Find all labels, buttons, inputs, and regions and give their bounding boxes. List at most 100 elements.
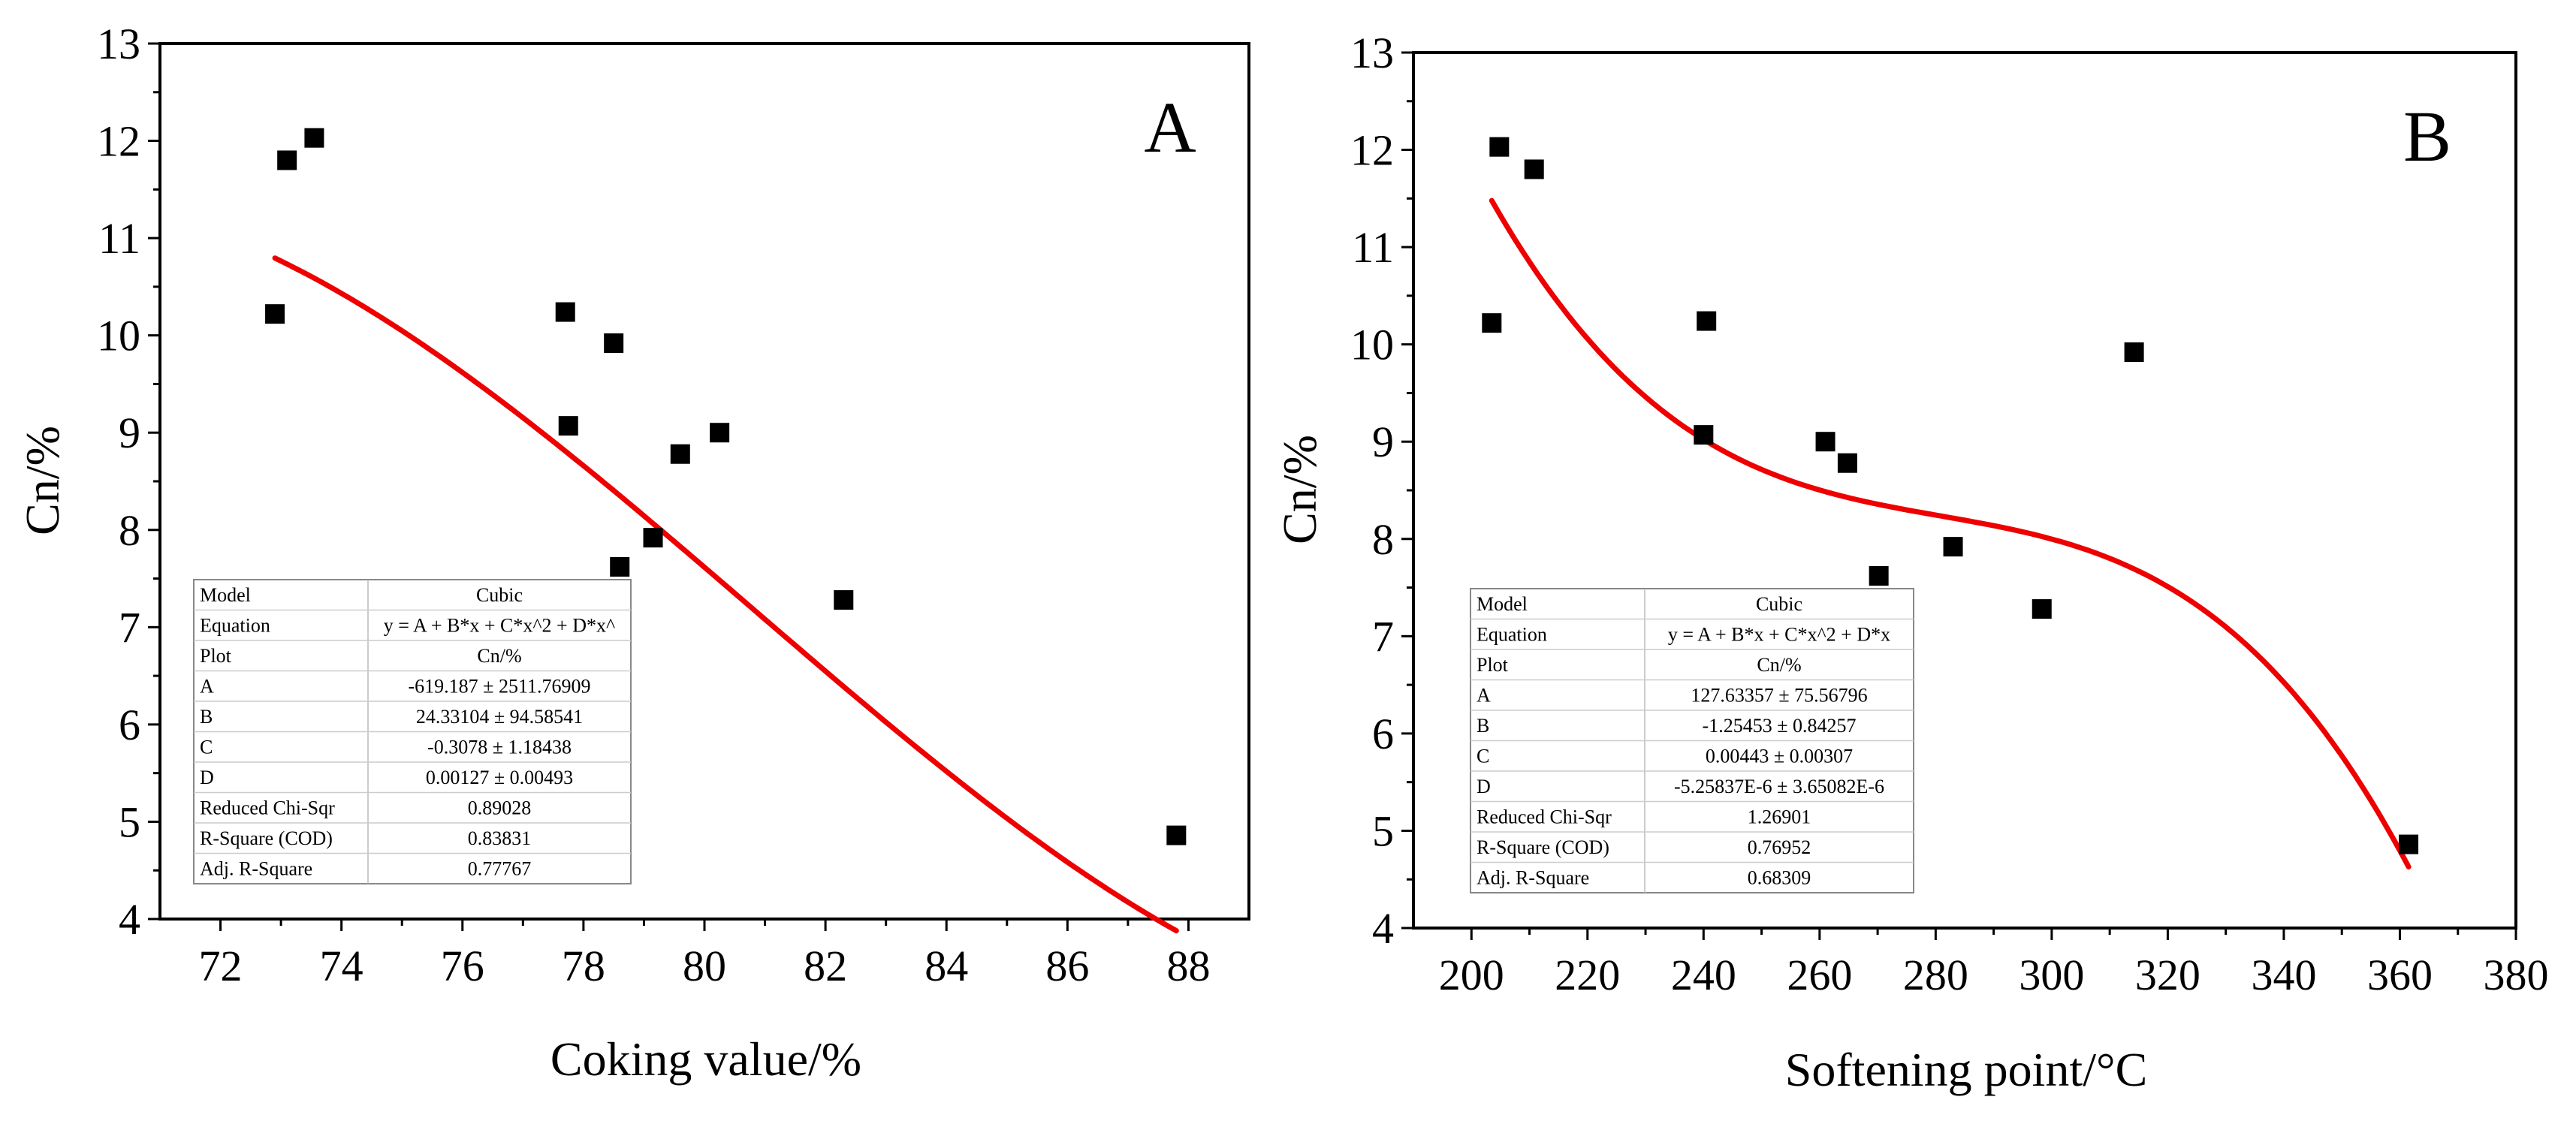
stats-table: Model Cubic Equation y = A + B*x + C*x^2 + … xyxy=(1470,588,1914,893)
x-tick-label: 82 xyxy=(804,942,847,990)
x-tick-label: 240 xyxy=(1671,951,1736,999)
stats-value: -1.25453 ± 0.84257 xyxy=(1703,715,1857,737)
stats-key: Equation xyxy=(200,615,270,637)
x-tick-label: 300 xyxy=(2019,951,2084,999)
y-tick-label: 5 xyxy=(119,797,140,846)
x-tick-label: 220 xyxy=(1555,951,1620,999)
x-axis-title: Coking value/% xyxy=(550,1032,861,1086)
data-point xyxy=(1837,453,1857,473)
y-tick-label: 11 xyxy=(98,214,140,263)
y-tick-label: 6 xyxy=(119,701,140,749)
y-tick-label: 12 xyxy=(1350,126,1394,175)
stats-value: -619.187 ± 2511.76909 xyxy=(409,676,591,698)
stats-key: A xyxy=(1477,685,1491,707)
data-point xyxy=(277,150,297,170)
y-tick-label: 10 xyxy=(1350,321,1394,369)
data-point xyxy=(555,302,575,322)
stats-value: -5.25837E-6 ± 3.65082E-6 xyxy=(1674,776,1884,797)
stats-key: B xyxy=(1477,715,1489,737)
x-tick-label: 360 xyxy=(2367,951,2433,999)
stats-key: A xyxy=(200,676,214,698)
data-point xyxy=(1694,425,1714,445)
stats-value: 1.26901 xyxy=(1748,806,1811,828)
y-tick-label: 4 xyxy=(1372,904,1394,953)
axis-ticks: 200 220 240 260 280 300 320 340 360 380 4 5 6 7 8 9 10 11… xyxy=(1350,29,2549,999)
stats-value: Cn/% xyxy=(477,645,521,667)
y-tick-label: 5 xyxy=(1372,806,1394,855)
data-point xyxy=(1869,566,1889,586)
stats-value: Cn/% xyxy=(1757,654,1801,676)
fit-curve-group xyxy=(1489,197,2412,869)
x-tick-label: 84 xyxy=(925,942,968,990)
data-point xyxy=(1815,432,1835,452)
y-axis-title: Cn/% xyxy=(16,426,69,535)
cubic-fit-line xyxy=(1489,197,2412,869)
y-tick-label: 7 xyxy=(119,603,140,652)
stats-value: 127.63357 ± 75.56796 xyxy=(1691,685,1867,707)
stats-value: Cubic xyxy=(1756,593,1802,615)
x-tick-label: 80 xyxy=(683,942,726,990)
x-tick-label: 88 xyxy=(1166,942,1210,990)
panel-letter: A xyxy=(1144,87,1196,167)
stats-key: C xyxy=(1477,746,1489,767)
x-tick-label: 200 xyxy=(1439,951,1504,999)
data-point xyxy=(604,333,624,354)
stats-key: Model xyxy=(200,584,251,606)
stats-value: 0.00443 ± 0.00307 xyxy=(1706,746,1853,767)
x-tick-label: 76 xyxy=(441,942,484,990)
stats-table: Model Cubic Equation y = A + B*x + C*x^2 + … xyxy=(193,579,632,884)
stats-key: Model xyxy=(1477,593,1528,615)
x-tick-label: 380 xyxy=(2484,951,2549,999)
x-tick-label: 260 xyxy=(1787,951,1852,999)
x-tick-label: 280 xyxy=(1903,951,1968,999)
x-tick-label: 72 xyxy=(199,942,243,990)
stats-value: 0.00127 ± 0.00493 xyxy=(426,767,573,788)
stats-key: B xyxy=(200,706,213,728)
stats-key: Adj. R-Square xyxy=(200,858,312,880)
data-point xyxy=(1697,311,1717,331)
x-axis-title: Softening point/°C xyxy=(1785,1043,2148,1096)
y-tick-label: 9 xyxy=(1372,417,1394,466)
x-tick-label: 320 xyxy=(2135,951,2200,999)
panel-letter: B xyxy=(2403,96,2451,176)
x-tick-label: 74 xyxy=(320,942,363,990)
data-point xyxy=(1943,537,1963,557)
y-tick-label: 6 xyxy=(1372,710,1394,758)
data-point xyxy=(558,416,578,436)
data-point xyxy=(2399,834,2419,854)
stats-key: C xyxy=(200,737,213,758)
y-tick-label: 13 xyxy=(1350,29,1394,77)
y-tick-label: 7 xyxy=(1372,612,1394,661)
stats-value: -0.3078 ± 1.18438 xyxy=(427,737,572,758)
y-tick-label: 8 xyxy=(1372,515,1394,564)
stats-value: 0.83831 xyxy=(468,827,532,849)
stats-key: Reduced Chi-Sqr xyxy=(200,797,335,819)
stats-value: 0.68309 xyxy=(1748,867,1811,889)
y-tick-label: 13 xyxy=(97,20,140,68)
y-tick-label: 8 xyxy=(119,506,140,555)
data-point xyxy=(304,128,324,148)
stats-value: 0.76952 xyxy=(1748,836,1811,858)
data-point xyxy=(1524,159,1544,179)
data-point xyxy=(2032,599,2052,619)
stats-value: y = A + B*x + C*x^2 + D*x^ xyxy=(384,615,615,637)
panel-b: 200 220 240 260 280 300 320 340 360 380 4 5 6 7 8 9 10 11… xyxy=(1273,29,2549,1096)
x-tick-label: 86 xyxy=(1045,942,1089,990)
x-tick-label: 78 xyxy=(562,942,605,990)
y-tick-label: 11 xyxy=(1352,223,1394,272)
y-tick-label: 4 xyxy=(119,895,140,944)
data-point xyxy=(834,590,854,610)
stats-key: R-Square (COD) xyxy=(1477,836,1609,858)
y-tick-label: 10 xyxy=(97,312,140,360)
x-tick-label: 340 xyxy=(2251,951,2316,999)
stats-key: Reduced Chi-Sqr xyxy=(1477,806,1612,828)
data-point xyxy=(1482,313,1502,333)
stats-key: Plot xyxy=(200,645,232,667)
stats-value: 24.33104 ± 94.58541 xyxy=(416,706,583,728)
data-point xyxy=(265,304,285,324)
stats-key: D xyxy=(1477,776,1491,797)
y-axis-title: Cn/% xyxy=(1273,435,1326,544)
